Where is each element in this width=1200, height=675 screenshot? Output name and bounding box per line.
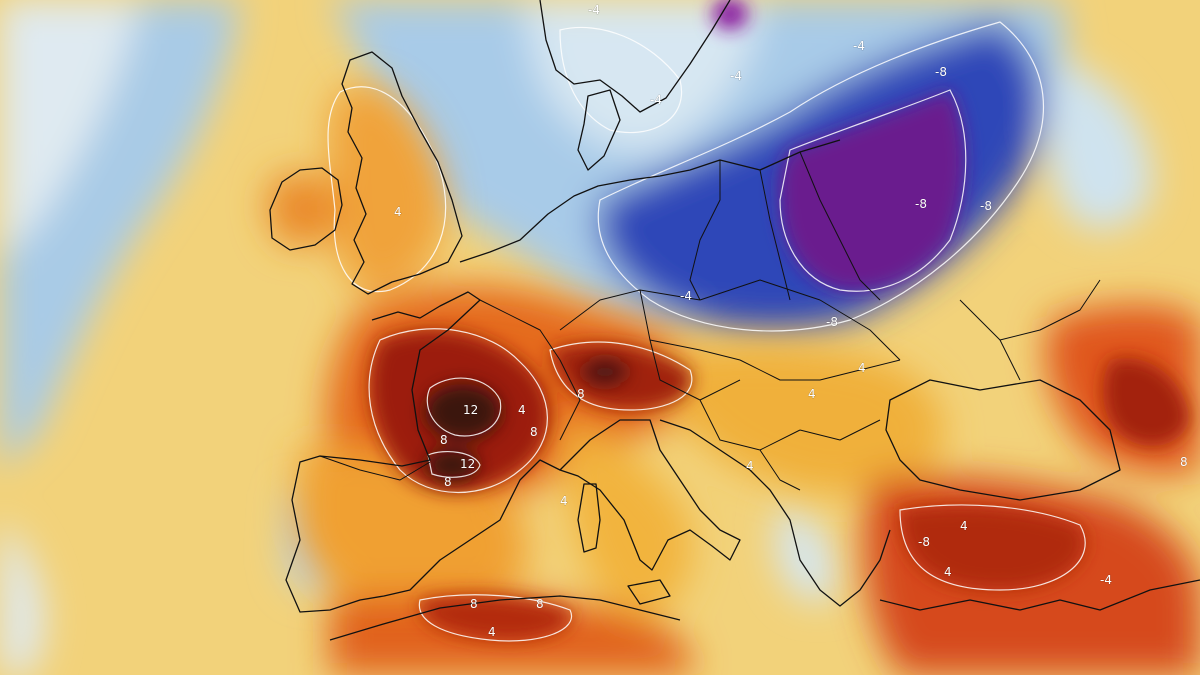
contour-label: -4 <box>730 69 742 83</box>
contour-label: 8 <box>440 433 448 447</box>
uk-warm-region <box>328 84 446 292</box>
extreme-core-sw-france <box>426 449 478 481</box>
contour-label: 8 <box>1180 455 1188 469</box>
contour-label: -4 <box>588 3 600 17</box>
contour-label: 4 <box>960 519 968 533</box>
contour-label: -8 <box>915 197 927 211</box>
country-borders <box>319 151 1101 491</box>
balkans-coastline <box>659 419 891 607</box>
denmark-coastline <box>577 89 621 171</box>
contour-label: 12 <box>463 403 478 417</box>
ireland-warm-region <box>266 173 340 246</box>
western-coastline <box>285 291 561 613</box>
contour-lines <box>327 21 1086 642</box>
extreme-core-central-france <box>425 384 501 440</box>
contour-label: 8 <box>530 425 538 439</box>
great-britain-coastline <box>341 51 463 295</box>
contour-label: 4 <box>746 459 754 473</box>
contour-label: -8 <box>826 315 838 329</box>
coastlines-borders <box>269 0 1200 641</box>
north-africa-coast <box>329 595 681 641</box>
contour-label: 4 <box>808 387 816 401</box>
contour-label: 4 <box>560 494 568 508</box>
contour-label: -4 <box>1100 573 1112 587</box>
contour-label: 4 <box>858 361 866 375</box>
contour-label: -4 <box>853 39 865 53</box>
contour-label: 12 <box>460 457 475 471</box>
contour-label: 4 <box>394 205 402 219</box>
italy-coastline <box>559 419 741 571</box>
corsica-sardinia-coastline <box>577 483 601 553</box>
balkans-warm-region <box>650 345 944 494</box>
contour-label: 4 <box>944 565 952 579</box>
sicily-coastline <box>627 579 671 605</box>
contour-label: -4 <box>650 93 662 107</box>
contour-label: 8 <box>470 597 478 611</box>
turkey-very-hot-core <box>900 505 1086 590</box>
contour-label: 4 <box>488 625 496 639</box>
purple-cold-core <box>779 90 965 291</box>
contour-label: -8 <box>980 199 992 213</box>
contour-label: -8 <box>918 535 930 549</box>
ireland-coastline <box>269 167 343 251</box>
morocco-very-hot-core <box>419 594 572 641</box>
scandinavia-coastline <box>539 0 731 113</box>
contour-label: 8 <box>577 387 585 401</box>
turkey-south-coast <box>879 579 1200 611</box>
contour-labels: -4 -4 -4 -4 -4 -8 -8 -8 -8 4 4 4 4 4 4 4… <box>394 3 1188 640</box>
contour-label: 8 <box>536 597 544 611</box>
contour-label: -4 <box>680 289 692 303</box>
black-sea-coastline <box>885 379 1121 501</box>
contour-label: 8 <box>444 475 452 489</box>
contour-label: 4 <box>518 403 526 417</box>
contour-label: -8 <box>935 65 947 79</box>
